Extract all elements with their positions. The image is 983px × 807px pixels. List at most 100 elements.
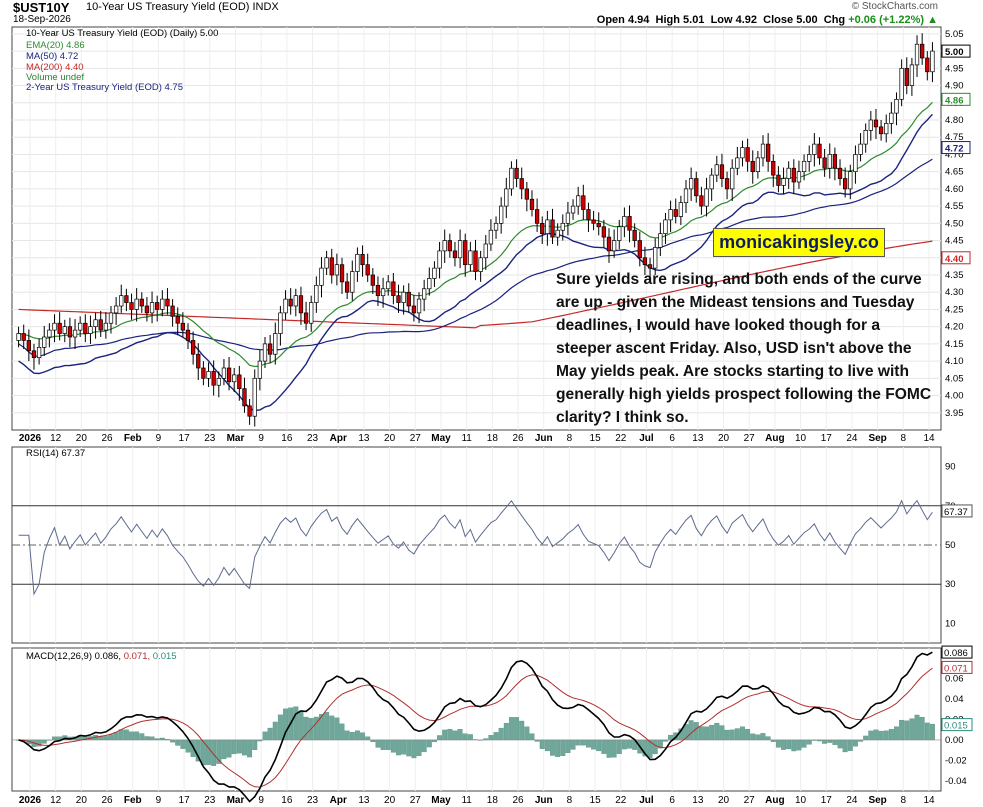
x-tick-label: 10 (795, 433, 807, 444)
candle-body (678, 202, 684, 217)
legend-main-label: 10-Year US Treasury Yield (EOD) (Daily) … (26, 28, 219, 39)
price-tick-label: 5.05 (945, 29, 964, 40)
x-tick-label-bottom: Feb (124, 795, 142, 806)
candle-body (576, 195, 581, 207)
macd-hist-bar (621, 739, 627, 750)
macd-hist-bar (570, 739, 576, 750)
price-tick-label: 4.20 (945, 322, 964, 333)
candle-body (714, 164, 719, 176)
price-tick-label: 4.90 (945, 81, 964, 92)
chart-date: 18-Sep-2026 (13, 14, 71, 25)
macd-tick-label: -0.04 (945, 776, 967, 787)
candle-body (360, 253, 365, 266)
watermark-banner[interactable]: monicakingsley.co (713, 228, 885, 257)
x-tick-label: 17 (821, 433, 833, 444)
macd-tick-label: -0.02 (945, 755, 967, 766)
macd-hist-bar (539, 739, 545, 749)
macd-hist-bar (41, 739, 47, 744)
rsi-line (18, 499, 933, 596)
x-tick-label: Aug (765, 433, 784, 444)
macd-hist-bar (396, 739, 401, 756)
candle-body (473, 250, 478, 272)
macd-hist-bar (226, 739, 232, 758)
candle-body (478, 257, 483, 272)
macd-hist-bar (580, 739, 586, 746)
candle-body (139, 298, 144, 307)
quote-summary: Open 4.94 High 5.01 Low 4.92 Close 5.00 … (597, 14, 938, 26)
candle-body (724, 178, 730, 190)
candle-body (519, 178, 524, 190)
macd-hist-bar (277, 714, 283, 741)
candle-body (36, 346, 42, 359)
candle-body (196, 353, 201, 369)
candle-body (303, 312, 309, 324)
candle-body (781, 178, 786, 186)
candle-body (771, 160, 776, 176)
candle-body (62, 326, 67, 334)
candle-body (267, 343, 273, 355)
candle-body (796, 171, 802, 183)
macd-hist-bar (324, 712, 330, 741)
macd-hist-bar (421, 739, 427, 753)
candle-body (637, 240, 642, 259)
macd-hist-bar (503, 722, 509, 741)
x-tick-label-bottom: Jun (535, 795, 553, 806)
candle-body (699, 195, 704, 207)
x-tick-label: 26 (512, 433, 524, 444)
candle-body (452, 250, 458, 259)
x-tick-label: 27 (410, 433, 422, 444)
candle-body (442, 240, 447, 252)
ma200-tag-box (941, 251, 971, 265)
macd-line (18, 651, 933, 803)
candle-body (42, 336, 47, 348)
x-tick-label-bottom: 16 (281, 795, 293, 806)
macd-hist-bar (724, 729, 730, 741)
macd-tick-label: 0.06 (945, 674, 964, 685)
candle-body (309, 302, 314, 324)
macd-hist-bar (375, 739, 381, 748)
candle-body (103, 322, 108, 331)
candle-body (617, 226, 622, 241)
x-tick-label: 17 (179, 433, 191, 444)
macd-hist-bar (801, 739, 807, 748)
macd-hist-bar (894, 726, 899, 741)
candle-body (57, 322, 62, 334)
candle-body (863, 129, 868, 145)
macd-hist-bar (555, 739, 561, 757)
x-tick-label-bottom: 13 (358, 795, 370, 806)
candle-body (596, 222, 601, 228)
x-tick-label-bottom: Sep (868, 795, 886, 806)
up-arrow-icon: ▲ (927, 14, 938, 26)
macd-hist-bar (601, 739, 607, 754)
candle-body (221, 367, 227, 379)
candle-body (627, 216, 632, 231)
candle-body (493, 222, 499, 231)
candle-body (663, 219, 668, 235)
macd-hist-bar (462, 733, 468, 741)
macd-hist-bar (914, 714, 920, 741)
macd-hist-bar (693, 722, 699, 741)
macd-hist-bar (806, 739, 812, 745)
x-tick-label: 23 (307, 433, 319, 444)
candle-body (262, 343, 268, 362)
macd-hist-bar (883, 730, 889, 741)
candle-body (889, 112, 894, 124)
candle-body (822, 157, 827, 169)
x-tick-label-bottom: 20 (76, 795, 88, 806)
candle-body (180, 322, 186, 331)
x-tick-label-bottom: 26 (101, 795, 113, 806)
candle-body (807, 154, 812, 162)
candle-body (355, 253, 360, 272)
macd-hist-bar (714, 722, 720, 741)
candle-body (894, 98, 899, 114)
macd-hist-bar (467, 734, 473, 741)
candle-body (914, 43, 920, 66)
macd-hist-bar (524, 726, 530, 741)
candle-body (47, 329, 52, 338)
candle-body (704, 188, 709, 207)
price-panel-frame (11, 26, 942, 431)
candle-body (242, 388, 247, 407)
x-tick-label-bottom: 20 (384, 795, 396, 806)
macd-prefix: MACD(12,26,9) (26, 651, 92, 662)
candle-body (411, 305, 417, 314)
